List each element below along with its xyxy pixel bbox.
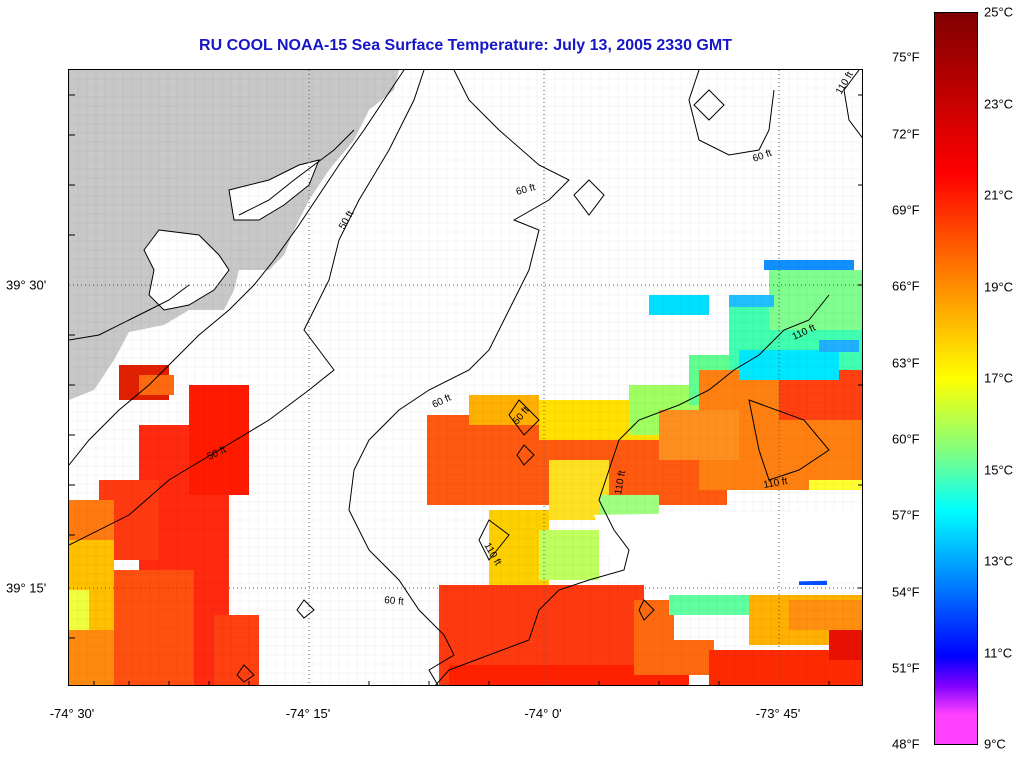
colorbar-label-c: 15°C <box>984 462 1014 478</box>
colorbar-label-c: 19°C <box>984 279 1014 295</box>
colorbar-label-f: 66°F <box>892 278 920 294</box>
sst-map: 50 ft 50 ft 50 ft 60 ft 60 ft 60 ft 60 f… <box>69 70 862 685</box>
lon-label-74-15: -74° 15' <box>285 706 331 721</box>
lon-label-74-30: -74° 30' <box>49 706 95 721</box>
contour-label-110ft-center: 110 ft <box>613 469 628 495</box>
contour-50ft <box>69 70 425 546</box>
contour-label-60ft-north: 60 ft <box>515 182 537 198</box>
frame-ticks <box>69 94 862 685</box>
colorbar-label-c: 9°C <box>984 736 1006 752</box>
colorbar-label-f: 63°F <box>892 355 920 371</box>
colorbar-label-f: 60°F <box>892 431 920 447</box>
colorbar-label-f: 69°F <box>892 202 920 218</box>
contour-label-60ft-south: 60 ft <box>384 595 405 608</box>
colorbar-label-c: 13°C <box>984 553 1014 569</box>
contour-60ft <box>348 70 570 685</box>
colorbar-label-f: 54°F <box>892 584 920 600</box>
colorbar-label-c: 17°C <box>984 370 1014 386</box>
colorbar-label-f: 51°F <box>892 660 920 676</box>
colorbar-label-f: 57°F <box>892 507 920 523</box>
contour-110ft <box>843 70 862 139</box>
colorbar-label-c: 11°C <box>984 645 1013 661</box>
colorbar-label-c: 21°C <box>984 187 1014 203</box>
colorbar-label-f: 72°F <box>892 126 920 142</box>
colorbar-label-f: 48°F <box>892 736 920 752</box>
contour-label-110ft-mid: 110 ft <box>763 476 789 491</box>
colorbar-label-f: 75°F <box>892 49 920 65</box>
map-frame: 50 ft 50 ft 50 ft 60 ft 60 ft 60 ft 60 f… <box>68 69 863 686</box>
grid-lines <box>69 70 862 685</box>
lon-label-74-0: -74° 0' <box>524 706 562 721</box>
cloud-gap <box>594 510 862 585</box>
temperature-colorbar <box>934 12 978 745</box>
lat-label-39-30: 39° 30' <box>6 277 47 293</box>
bathymetry-contours <box>69 70 862 685</box>
lat-label-39-15: 39° 15' <box>6 580 47 596</box>
colorbar-label-c: 25°C <box>984 4 1014 20</box>
colorbar-label-c: 23°C <box>984 96 1014 112</box>
map-title: RU COOL NOAA-15 Sea Surface Temperature:… <box>199 37 732 54</box>
lon-label-73-45: -73° 45' <box>755 706 801 721</box>
coastline <box>69 70 405 466</box>
